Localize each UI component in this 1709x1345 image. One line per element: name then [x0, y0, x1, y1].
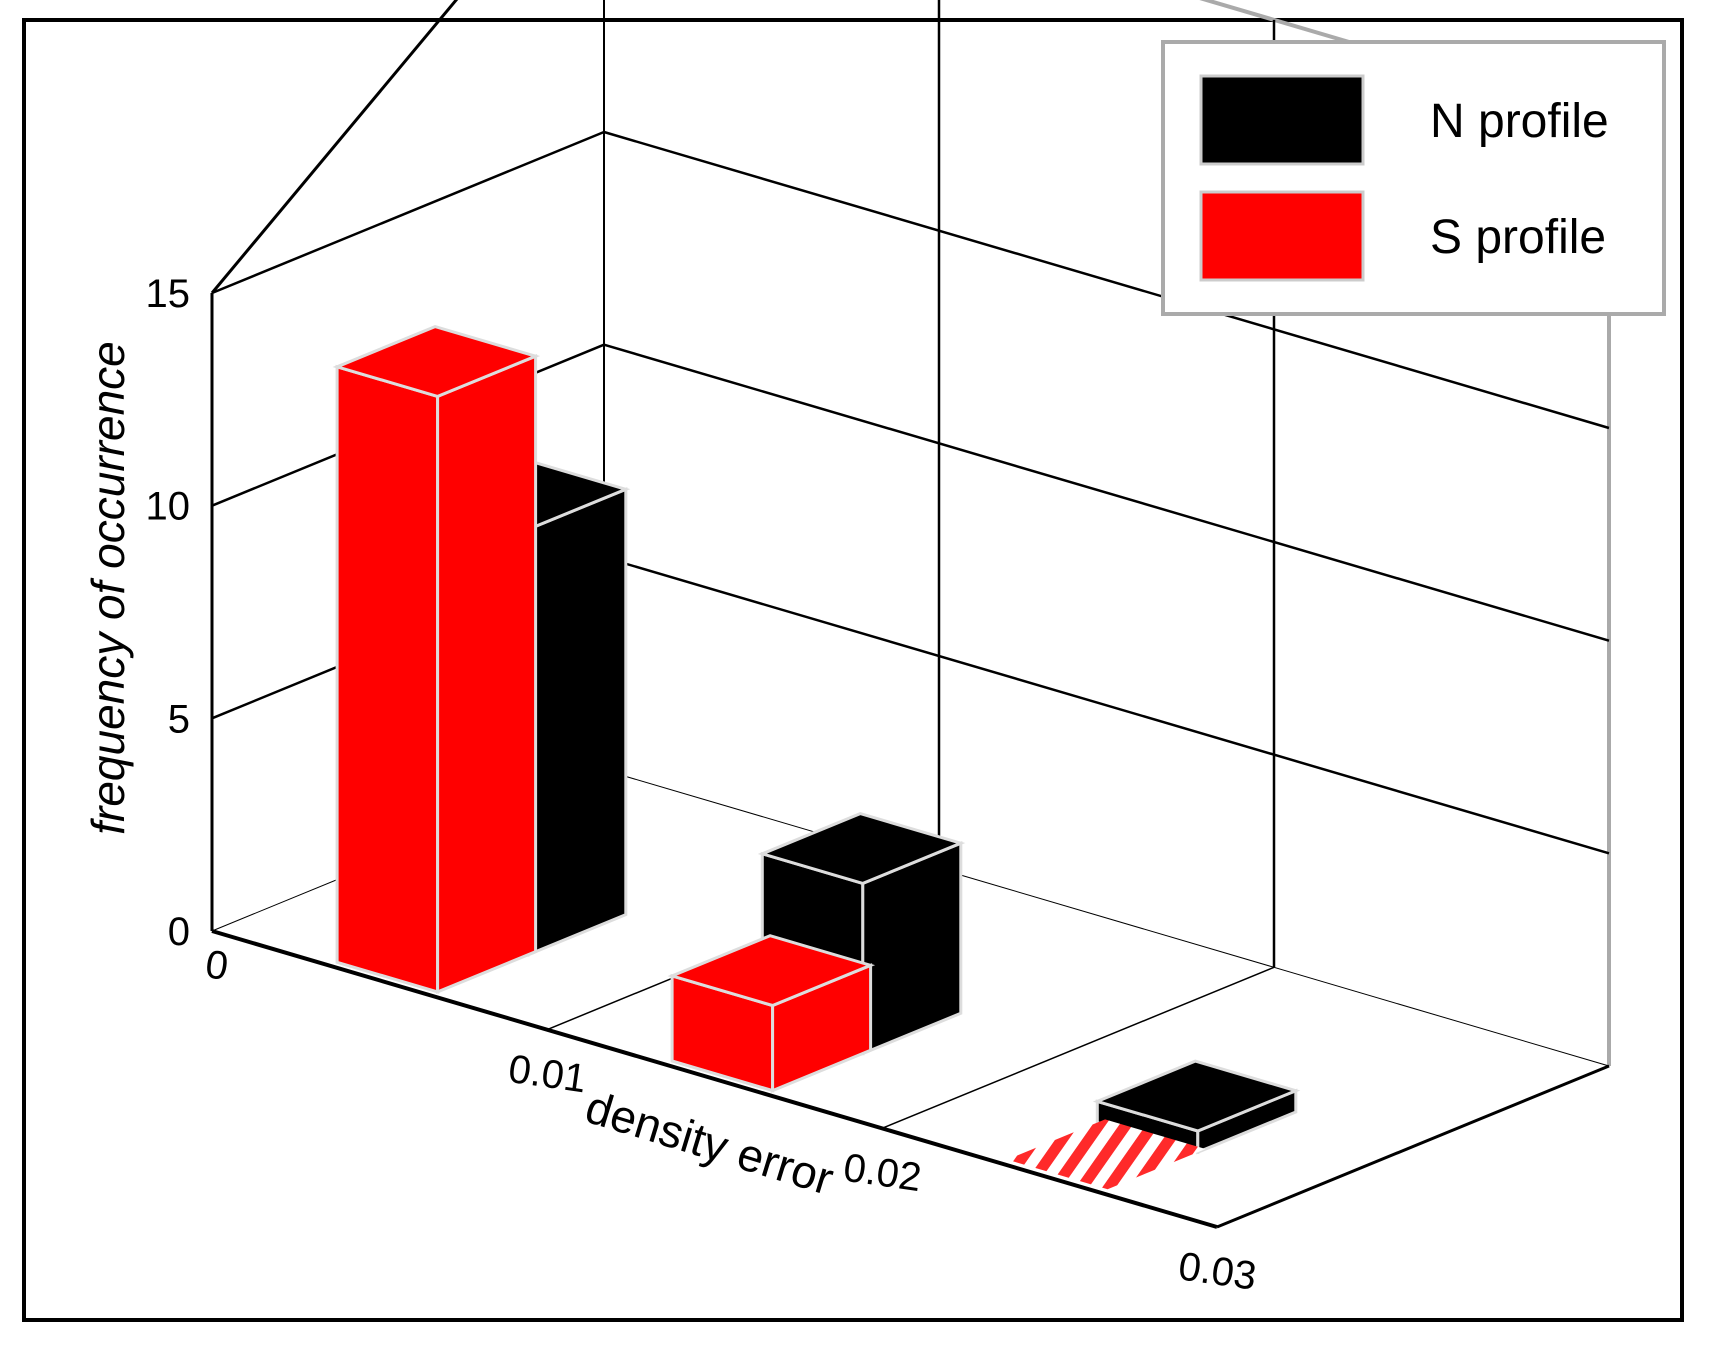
legend: N profile S profile: [1161, 40, 1666, 316]
x-tick-label: 0.01: [506, 1047, 589, 1101]
bar-s-profile-1-top: [667, 934, 876, 1008]
x-axis-line: [211, 929, 1218, 1229]
bar-n-profile-1-top: [757, 812, 966, 885]
x-tick-label: 0.02: [841, 1146, 924, 1200]
bars-layer: [332, 325, 1301, 1190]
y-axis-title: frequency of occurrence: [82, 341, 134, 835]
bar-n-profile-0-side: [526, 487, 628, 958]
x-tick-label: 0: [203, 942, 231, 989]
bar-s-profile-0: [332, 325, 541, 995]
floor-gridline: [881, 966, 1275, 1130]
y-tick-label: 10: [146, 485, 191, 529]
bar-s-profile-0-top: [332, 325, 541, 398]
legend-label: S profile: [1430, 211, 1606, 264]
legend-swatch-n-profile: [1199, 74, 1365, 166]
floor-right-edge: [1216, 1064, 1610, 1229]
side-gridline: [211, 130, 605, 295]
bar-s-profile-0-front: [335, 364, 440, 994]
x-axis-title: density error: [580, 1080, 840, 1204]
legend-label: N profile: [1430, 95, 1609, 148]
y-tick-label: 0: [168, 910, 190, 954]
x-tick-label: 0.03: [1176, 1244, 1259, 1298]
bar-s-profile-0-side: [436, 353, 538, 995]
back-gridline: [603, 343, 1610, 642]
legend-swatch-s-profile: [1199, 190, 1365, 282]
side-wall-top-edge: [210, 0, 459, 294]
back-gridline: [603, 769, 1610, 1067]
y-tick-label: 15: [146, 272, 191, 316]
bar-s-profile-1: [667, 934, 876, 1093]
back-gridline: [603, 130, 1610, 430]
bar-s-profile-2-zero: [1007, 1119, 1206, 1190]
bar-n-profile-2-top: [1092, 1059, 1301, 1133]
y-tick-label: 5: [168, 697, 190, 741]
back-gridline: [603, 556, 1610, 855]
